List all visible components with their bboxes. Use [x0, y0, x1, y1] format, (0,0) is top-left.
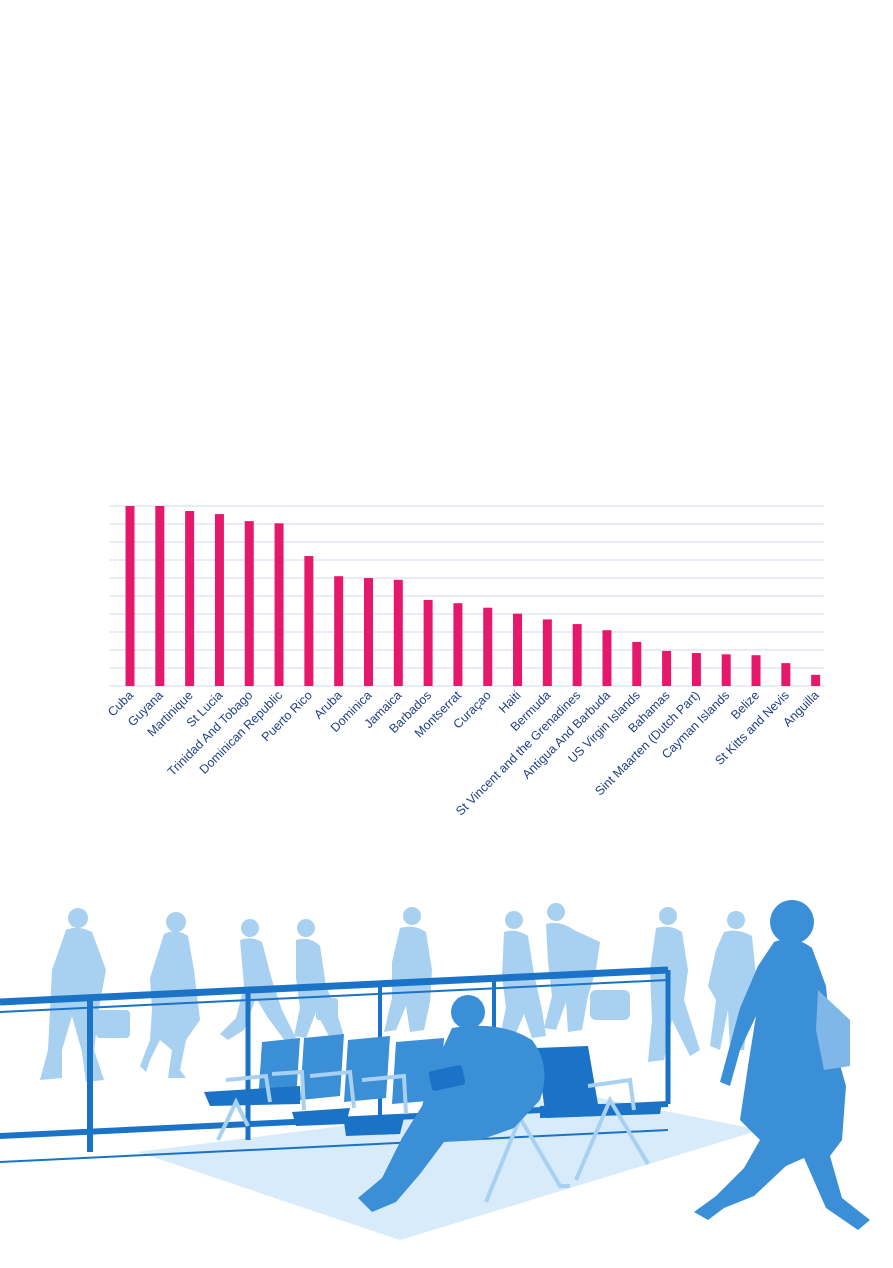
bar-bahamas [662, 650, 672, 686]
bar-puerto-rico [304, 556, 314, 686]
bar-dominica [363, 578, 373, 686]
bar-montserrat [453, 603, 463, 686]
bar-aruba [334, 576, 344, 686]
bar-st-vincent-and-the-grenadines [572, 624, 582, 686]
walker-figure [544, 903, 630, 1032]
illustration-svg [0, 900, 870, 1240]
bar-martinique [185, 511, 195, 686]
walker-figure [648, 907, 700, 1062]
bar-st-kitts-and-nevis [781, 663, 791, 686]
walker-figure [500, 911, 546, 1038]
bar-us-virgin-islands [632, 641, 642, 686]
walker-figure [220, 919, 296, 1042]
bar-jamaica [393, 579, 403, 686]
bar-bermuda [542, 619, 552, 686]
walker-figure [384, 907, 432, 1032]
floor-shape [138, 1095, 760, 1240]
walker-figure [294, 919, 344, 1038]
foreground-walker [694, 900, 870, 1230]
chart-gridlines [110, 505, 824, 687]
bar-guyana [155, 506, 165, 686]
bar-barbados [423, 599, 433, 686]
bar-st-lucia [214, 514, 224, 686]
bar-haiti [513, 613, 523, 686]
bar-cura-ao [483, 607, 493, 686]
chart-bars [125, 506, 821, 686]
bar-cuba [125, 506, 135, 686]
bar-cayman-islands [721, 654, 731, 686]
bar-antigua-and-barbuda [602, 630, 612, 686]
airport-waiting-area-illustration [0, 890, 893, 1263]
bar-chart: Cuba Guyana Martinique St Lucia Trinidad And… [105, 505, 824, 818]
seated-person-with-laptop [358, 995, 545, 1212]
bar-sint-maarten-dutch-part- [691, 653, 701, 686]
bar-trinidad-and-tobago [244, 521, 254, 686]
bar-anguilla [811, 674, 821, 686]
bar-belize [751, 655, 761, 686]
bar-dominican-republic [274, 523, 284, 686]
